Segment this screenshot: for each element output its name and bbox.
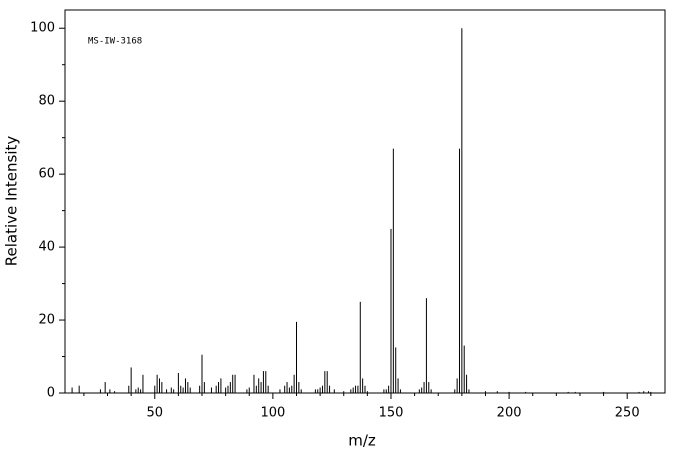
x-tick-label: 250 [615, 406, 640, 421]
y-tick-label: 80 [38, 94, 55, 109]
x-tick-label: 100 [260, 406, 285, 421]
x-tick-label: 200 [497, 406, 522, 421]
plot-frame [64, 9, 666, 394]
y-axis-label: Relative Intensity [3, 136, 21, 267]
y-tick-label: 40 [38, 240, 55, 255]
x-axis-label: m/z [348, 432, 376, 450]
y-tick-label: 0 [47, 386, 55, 401]
y-tick-label: 60 [38, 167, 55, 182]
y-tick-label: 100 [30, 21, 55, 36]
y-tick-label: 20 [38, 313, 55, 328]
x-tick-label: 150 [379, 406, 404, 421]
x-tick-label: 50 [146, 406, 163, 421]
annotation: MS-IW-3168 [88, 37, 142, 47]
